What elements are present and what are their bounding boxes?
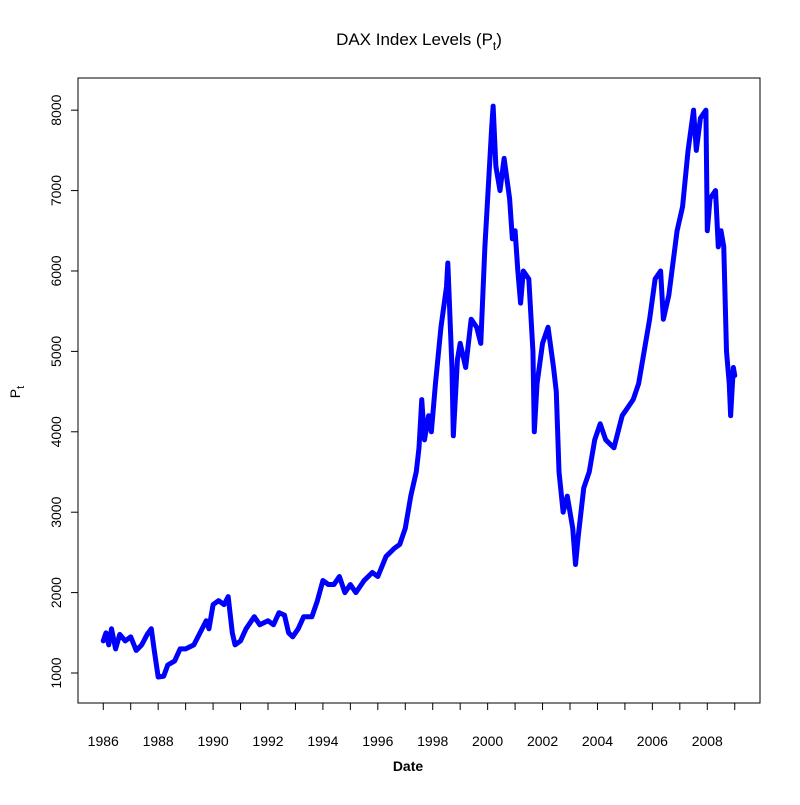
x-tick-label: 1988 (143, 733, 174, 749)
title-close: ) (496, 30, 502, 49)
y-label-subscript: t (15, 386, 27, 389)
x-tick-label: 1986 (88, 733, 119, 749)
x-tick-label: 1996 (362, 733, 393, 749)
y-tick-label: 8000 (48, 94, 64, 125)
y-axis-label: Pt (7, 386, 27, 398)
title-text: DAX Index Levels (P (336, 30, 493, 49)
x-tick-label: 1992 (252, 733, 283, 749)
y-tick-label: 7000 (48, 175, 64, 206)
y-tick-label: 2000 (48, 577, 64, 608)
x-tick-label: 1998 (417, 733, 448, 749)
x-tick-label: 1990 (198, 733, 229, 749)
x-tick-label: 2004 (582, 733, 613, 749)
y-tick-label: 4000 (48, 416, 64, 447)
x-tick-label: 2000 (472, 733, 503, 749)
y-tick-label: 1000 (48, 657, 64, 688)
x-tick-label: 1994 (307, 733, 338, 749)
chart-title: DAX Index Levels (Pt) (336, 30, 502, 53)
title-subscript: t (493, 39, 497, 53)
y-tick-label: 5000 (48, 336, 64, 367)
data-line (100, 103, 738, 680)
y-tick-label: 3000 (48, 496, 64, 527)
y-tick-label: 6000 (48, 255, 64, 286)
x-axis-label: Date (393, 758, 424, 774)
x-tick-label: 2006 (637, 733, 668, 749)
y-label-text: P (7, 389, 23, 398)
x-tick-label: 2008 (692, 733, 723, 749)
x-tick-label: 2002 (527, 733, 558, 749)
